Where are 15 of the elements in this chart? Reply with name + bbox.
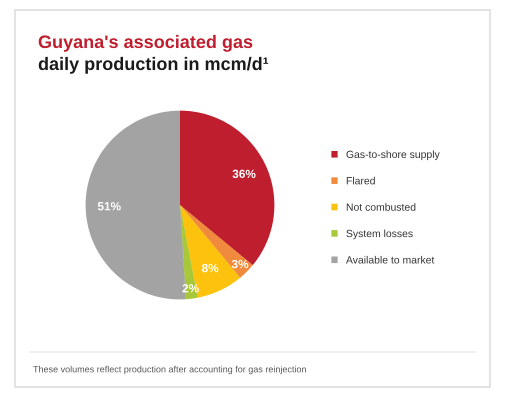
data-label: 3%: [232, 260, 248, 268]
legend-label: Available to market: [346, 256, 434, 264]
data-label: 8%: [202, 264, 218, 272]
data-label: 51%: [98, 202, 121, 210]
chart-subtitle: daily production in mcm/d¹: [38, 56, 268, 74]
legend-label: Not combusted: [346, 203, 416, 211]
legend-label: Flared: [346, 176, 375, 184]
chart-title: Guyana's associated gas: [38, 34, 252, 52]
data-label: 2%: [182, 284, 199, 292]
legend-label: Gas-to-shore supply: [346, 150, 440, 160]
pie-slice: [180, 205, 253, 278]
text: These volumes reflect production after accounting for gas reinjection: [33, 366, 306, 374]
legend-label: System losses: [346, 230, 413, 240]
pie-slice: [180, 205, 198, 300]
data-label: 36%: [232, 170, 256, 178]
